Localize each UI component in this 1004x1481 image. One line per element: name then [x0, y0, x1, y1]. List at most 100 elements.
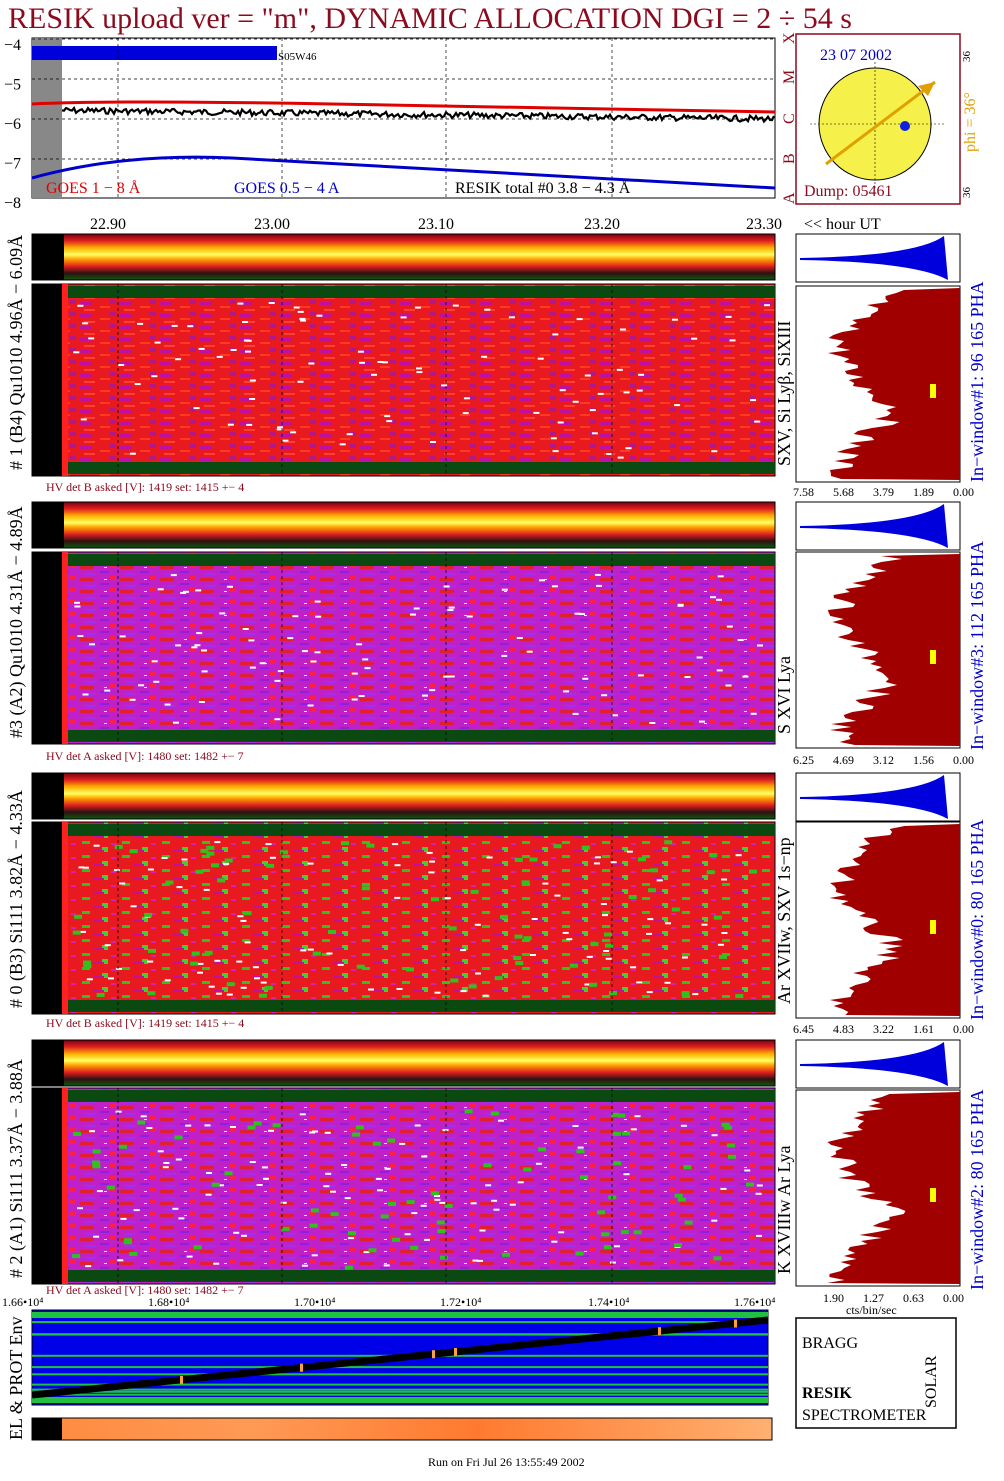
speckle	[542, 882, 549, 885]
speckle	[744, 1169, 751, 1172]
speckle	[85, 1265, 92, 1268]
speckle	[129, 452, 136, 455]
band-gap	[32, 502, 64, 548]
spectrum-histogram	[828, 288, 960, 480]
speckle	[605, 957, 612, 960]
goes-class-letter: A	[781, 192, 798, 204]
legend-resik-total: RESIK total #0 3.8 − 4.3 Å	[455, 179, 631, 197]
env-top-line	[32, 1312, 768, 1318]
goes-class-letter: X	[781, 32, 798, 44]
speckle	[603, 950, 610, 952]
speckle	[323, 1185, 330, 1188]
phi-corner-bottom: 36	[961, 187, 973, 199]
speckle	[498, 1119, 504, 1122]
speckle-green	[388, 1202, 396, 1206]
speckle	[183, 590, 189, 593]
speckle	[236, 960, 243, 963]
speckle	[725, 684, 732, 687]
speckle-green	[206, 851, 215, 856]
speckle	[153, 680, 160, 683]
speckle-green	[709, 853, 718, 858]
speckle	[677, 604, 684, 607]
spectrum-histogram	[826, 1092, 960, 1284]
spectrum-x-tick: 0.00	[953, 753, 974, 767]
speckle	[324, 1131, 331, 1134]
speckle	[351, 698, 358, 701]
spectrogram-bottom-band	[64, 730, 775, 742]
spectrum-x-tick: 0.00	[953, 1022, 974, 1036]
speckle	[204, 1124, 211, 1127]
speckle	[442, 1129, 449, 1132]
spectrum-x-tick: 5.68	[833, 485, 854, 499]
speckle-green	[553, 844, 562, 849]
speckle	[330, 1190, 336, 1193]
speckle	[227, 423, 234, 426]
hv-setting-label: HV det A asked [V]: 1480 set: 1482 +− 7	[46, 749, 244, 763]
pha-histogram	[800, 504, 948, 548]
speckle	[249, 1161, 256, 1163]
pha-histogram	[800, 236, 948, 280]
speckle	[711, 1219, 718, 1222]
speckle	[462, 412, 469, 415]
window-marker	[930, 1188, 936, 1202]
speckle	[443, 585, 450, 588]
bottom-axis-tick: 1.72•10⁴	[440, 1295, 481, 1309]
legend-goes-short: GOES 0.5 − 4 A	[234, 180, 340, 197]
speckle	[308, 362, 315, 365]
env-strip	[31, 1417, 773, 1441]
speckle	[215, 992, 222, 995]
speckle	[574, 612, 581, 615]
spectral-lines-label: K XVIIIw Ar Lya	[774, 1146, 794, 1274]
speckle-green	[147, 991, 156, 996]
phi-corner-top: 36	[961, 51, 973, 63]
env-green-line	[32, 1373, 768, 1376]
legend-goes-long: GOES 1 − 8 Å	[46, 179, 141, 197]
speckle	[377, 1189, 383, 1192]
speckle	[392, 843, 399, 846]
speckle	[696, 656, 703, 659]
speckle	[223, 862, 230, 865]
speckle	[444, 897, 451, 900]
speckle-green	[193, 1245, 202, 1250]
in-window-label: In−window#3: 112 165 PHA	[967, 541, 987, 750]
logo-resik: RESIK	[802, 1385, 852, 1402]
speckle	[557, 421, 564, 424]
speckle	[411, 1212, 418, 1215]
spectrum-x-unit: cts/bin/sec	[846, 1303, 897, 1317]
speckle	[307, 948, 314, 951]
goes-class-letter: C	[781, 113, 798, 124]
speckle	[216, 355, 223, 358]
window-marker	[930, 384, 936, 398]
speckle	[637, 674, 644, 677]
speckle	[261, 1166, 268, 1169]
speckle	[77, 635, 84, 637]
speckle	[164, 703, 171, 706]
speckle-green	[72, 930, 81, 935]
speckle-green	[344, 1265, 353, 1270]
speckle	[214, 841, 221, 844]
speckle	[756, 1234, 762, 1237]
speckle	[133, 1209, 140, 1212]
speckle	[501, 588, 508, 591]
speckle	[420, 1204, 427, 1207]
speckle-green	[165, 880, 174, 885]
speckle	[187, 325, 194, 328]
intensity-band	[31, 233, 776, 281]
speckle-green	[633, 1230, 642, 1235]
speckle	[134, 383, 141, 386]
speckle-green	[677, 1197, 686, 1202]
speckle	[226, 585, 233, 588]
speckle	[377, 361, 384, 363]
spectrogram-top-band	[64, 554, 775, 566]
flare-location-label: S05W46	[278, 51, 317, 63]
time-tick-label: 22.90	[90, 216, 126, 233]
speckle	[530, 954, 536, 956]
speckle	[623, 391, 630, 394]
speckle	[474, 923, 481, 926]
speckle	[692, 993, 699, 996]
speckle	[172, 721, 179, 724]
env-bottom-line	[32, 1397, 768, 1403]
speckle	[299, 1113, 306, 1116]
speckle	[137, 322, 144, 325]
band-gap	[32, 234, 64, 280]
